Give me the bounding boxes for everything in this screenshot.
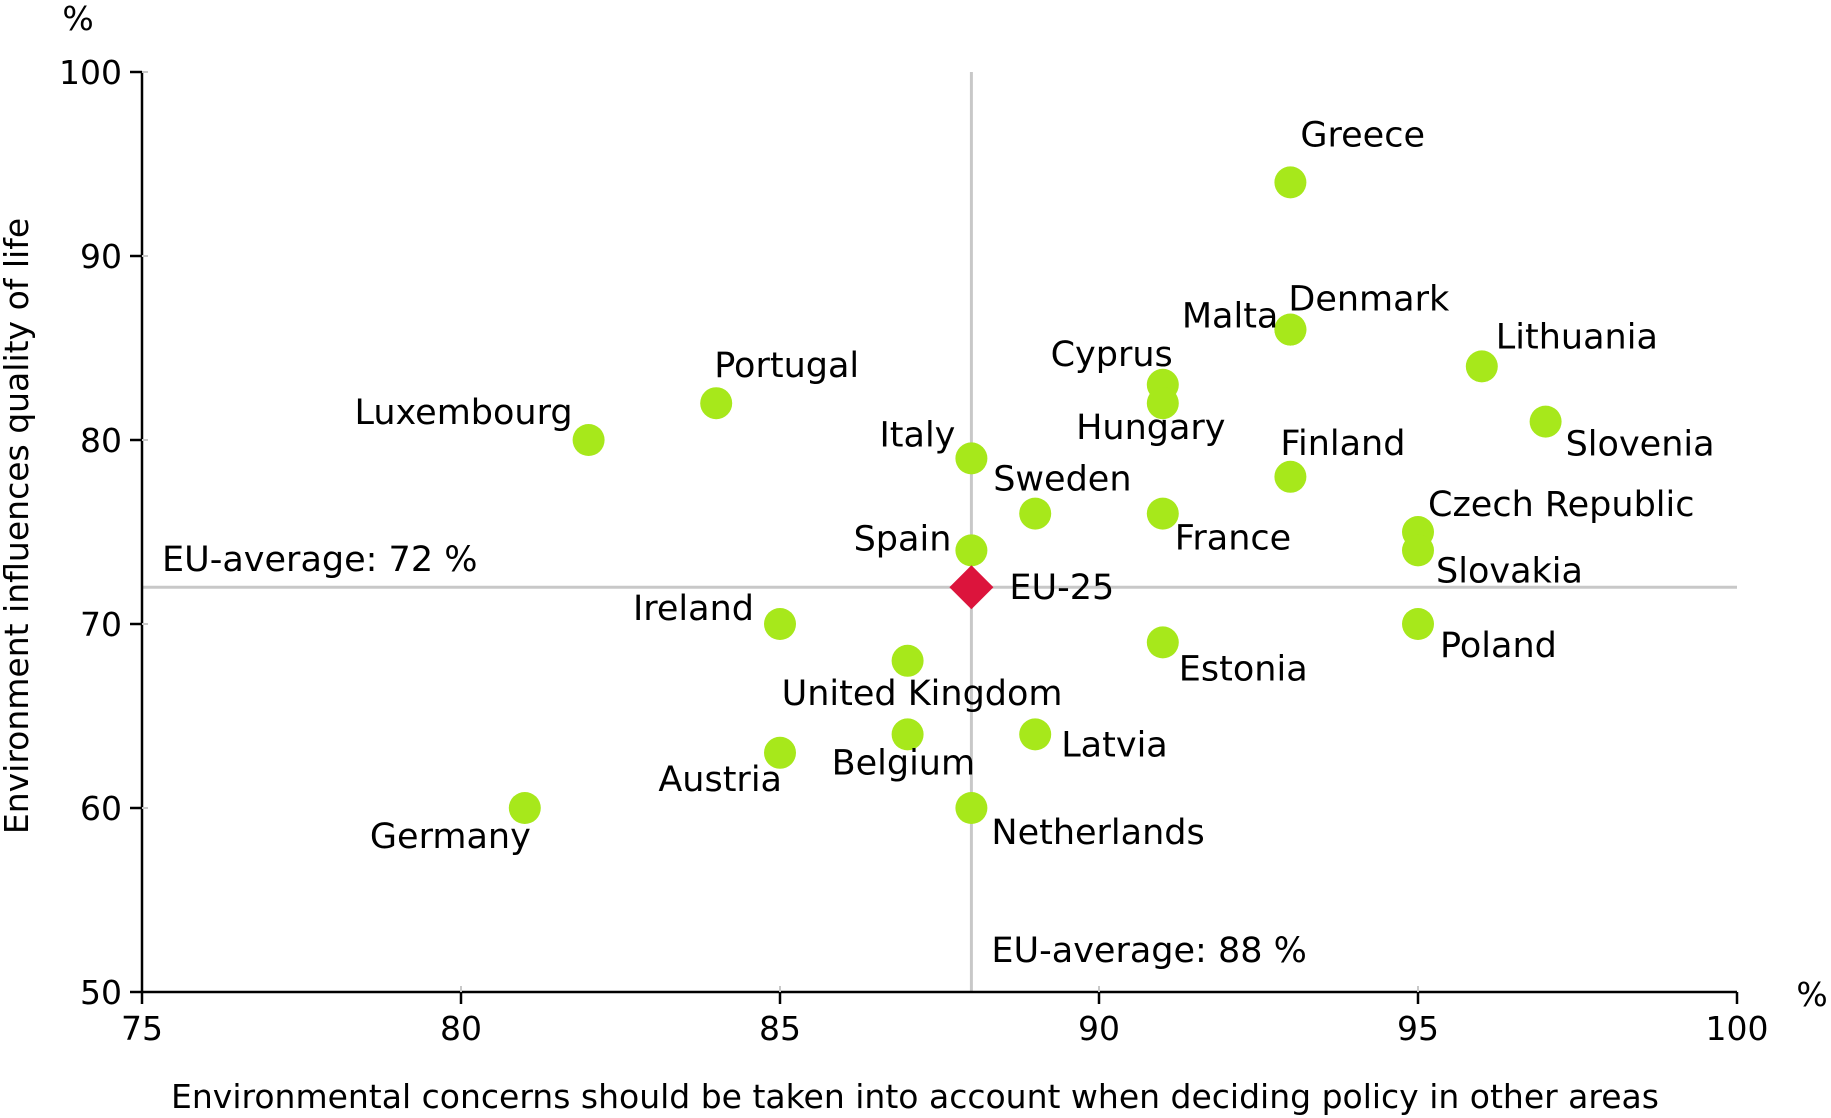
y-tick-label: 60	[80, 789, 122, 828]
y-axis-title: Environment influences quality of life	[0, 218, 36, 834]
data-point	[1019, 497, 1052, 530]
y-unit-label: %	[62, 0, 93, 38]
data-point	[955, 792, 988, 824]
point-label: Lithuania	[1496, 317, 1658, 357]
data-points	[508, 166, 1562, 824]
data-point	[764, 736, 796, 769]
point-label: Estonia	[1179, 649, 1308, 689]
point-label: Cyprus	[1051, 335, 1173, 375]
data-point	[955, 442, 988, 475]
x-tick-label: 80	[440, 1009, 482, 1048]
point-label: Germany	[370, 817, 531, 857]
data-point	[508, 792, 541, 824]
data-point	[1402, 608, 1434, 640]
data-point	[955, 534, 988, 567]
data-point	[1465, 350, 1498, 383]
x-tick-label: 85	[759, 1009, 801, 1048]
point-label: Czech Republic	[1428, 485, 1694, 525]
y-tick-label: 100	[59, 53, 122, 92]
data-point	[1274, 313, 1307, 346]
point-label: Sweden	[993, 460, 1131, 500]
data-point	[1019, 718, 1052, 751]
y-tick-label: 50	[80, 973, 122, 1012]
x-tick-label: 90	[1078, 1009, 1120, 1048]
y-tick-label: 90	[80, 237, 122, 276]
data-point	[1146, 626, 1179, 659]
point-label: France	[1175, 519, 1291, 559]
point-label: Greece	[1300, 115, 1425, 155]
data-point	[1274, 166, 1307, 199]
x-unit-label: %	[1796, 975, 1827, 1014]
point-label: Latvia	[1061, 725, 1168, 765]
x-tick-label: 100	[1706, 1009, 1769, 1048]
data-point	[891, 718, 924, 751]
point-label: Hungary	[1076, 408, 1225, 448]
x-axis-title: Environmental concerns should be taken i…	[171, 1077, 1659, 1116]
point-label: Slovakia	[1436, 551, 1583, 591]
y-tick-label: 80	[80, 421, 122, 460]
data-point	[572, 424, 605, 456]
point-label: Poland	[1440, 626, 1557, 666]
eu-average-y-label: EU-average: 72 %	[162, 540, 477, 580]
point-label: Netherlands	[991, 813, 1204, 853]
x-tick-label: 95	[1397, 1009, 1439, 1048]
data-point	[700, 387, 733, 420]
point-label: Luxembourg	[354, 393, 572, 433]
point-label: United Kingdom	[782, 674, 1063, 714]
data-point	[1146, 497, 1179, 530]
point-label: Spain	[854, 519, 952, 559]
point-label: Belgium	[832, 743, 976, 783]
y-tick-label: 70	[80, 605, 122, 644]
eu-25-marker	[949, 565, 994, 610]
point-label: Ireland	[633, 589, 754, 629]
point-label: Portugal	[714, 346, 859, 386]
point-label: Denmark	[1288, 280, 1450, 320]
point-label: Finland	[1280, 424, 1405, 464]
reference-lines: EU-average: 72 % EU-average: 88 %	[142, 72, 1737, 992]
point-label: Italy	[879, 415, 955, 455]
data-point	[891, 644, 924, 677]
point-label: Malta	[1182, 297, 1279, 337]
point-label: Slovenia	[1566, 425, 1715, 465]
data-point	[1529, 405, 1562, 438]
data-point	[764, 608, 796, 640]
data-point	[1402, 534, 1434, 567]
point-label: Austria	[658, 760, 782, 800]
eu-average-x-label: EU-average: 88 %	[991, 931, 1306, 971]
x-tick-label: 75	[121, 1009, 163, 1048]
data-point	[1274, 460, 1307, 493]
eu-25-label: EU-25	[1009, 568, 1114, 608]
data-point	[1146, 387, 1179, 420]
